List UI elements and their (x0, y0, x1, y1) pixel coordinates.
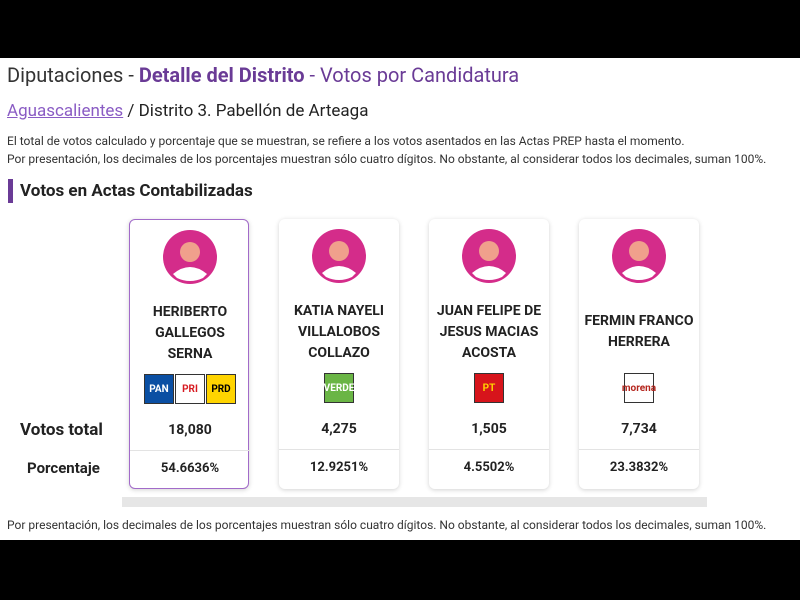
candidate-card[interactable]: KATIA NAYELI VILLALOBOS COLLAZO VERDE 4,27… (279, 219, 399, 489)
divider (279, 449, 399, 450)
breadcrumb: Aguascalientes / Distrito 3. Pabellón de… (7, 101, 368, 121)
title-suffix: - Votos por Candidatura (309, 63, 520, 87)
candidate-name: KATIA NAYELI VILLALOBOS COLLAZO (294, 302, 384, 361)
vote-total: 7,734 (621, 421, 657, 437)
footer-note: Por presentación, los decimales de los p… (7, 518, 767, 532)
row-label: Porcentaje (27, 459, 100, 477)
party-logos: VERDE (279, 373, 399, 403)
note: Por presentación, los decimales de los p… (7, 152, 767, 166)
vote-total: 18,080 (168, 422, 212, 438)
title-prefix: Diputaciones - (7, 63, 134, 87)
vote-percent: 23.3832% (609, 460, 669, 475)
vote-percent: 4.5502% (463, 460, 515, 475)
scrollbar[interactable] (122, 497, 707, 507)
divider (429, 449, 549, 450)
party-logo: morena (622, 373, 656, 403)
candidate-name: HERIBERTO GALLEGOS SERNA (152, 303, 228, 362)
avatar-icon (312, 229, 366, 283)
section-title: Votos en Actas Contabilizadas (8, 179, 253, 203)
row-label: Votos total (20, 420, 103, 440)
avatar-icon (163, 230, 217, 284)
vote-total: 4,275 (321, 421, 357, 437)
page-title: Diputaciones - Detalle del Distrito - Vo… (7, 63, 519, 87)
divider (579, 449, 699, 450)
vote-total: 1,505 (471, 421, 507, 437)
page: Diputaciones - Detalle del Distrito - Vo… (0, 58, 800, 540)
party-logos: morena (579, 373, 699, 403)
breadcrumb-current: / Distrito 3. Pabellón de Arteaga (127, 101, 369, 121)
vote-percent: 12.9251% (309, 460, 369, 475)
title-main: Detalle del Distrito (138, 63, 305, 87)
party-logo: PT (474, 373, 504, 403)
candidate-name: FERMIN FRANCO HERRERA (584, 313, 694, 350)
candidate-card[interactable]: HERIBERTO GALLEGOS SERNA PAN PRI PRD 18,080 5… (129, 219, 250, 489)
candidate-card[interactable]: FERMIN FRANCO HERRERA morena 7,734 23.3832% (579, 219, 699, 489)
candidate-name: JUAN FELIPE DE JESUS MACIAS ACOSTA (436, 302, 542, 361)
party-logo: PAN (144, 374, 174, 404)
party-logo: PRD (206, 374, 236, 404)
party-logo: PRI (175, 374, 205, 404)
breadcrumb-link[interactable]: Aguascalientes (7, 101, 124, 121)
avatar-icon (612, 229, 666, 283)
avatar (163, 230, 217, 288)
party-logos: PT (429, 373, 549, 403)
divider (130, 450, 250, 451)
party-logos: PAN PRI PRD (130, 374, 250, 404)
avatar-icon (462, 229, 516, 283)
avatar (312, 229, 366, 287)
candidate-card[interactable]: JUAN FELIPE DE JESUS MACIAS ACOSTA PT 1,50… (429, 219, 549, 489)
note: El total de votos calculado y porcentaje… (7, 134, 685, 148)
avatar (462, 229, 516, 287)
party-logo: VERDE (324, 373, 354, 403)
vote-percent: 54.6636% (160, 461, 220, 476)
avatar (612, 229, 666, 287)
